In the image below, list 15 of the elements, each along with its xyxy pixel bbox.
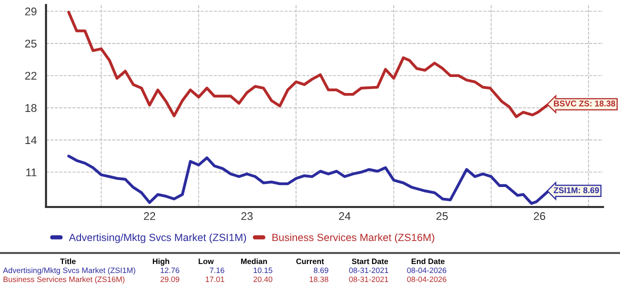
x-tick-label: 26 <box>534 212 546 220</box>
y-tick-label: 29 <box>25 8 36 16</box>
x-tick-label: 25 <box>436 212 448 220</box>
x-tick-label: 23 <box>241 212 253 220</box>
legend-label: Advertising/Mktg Svcs Market (ZSI1M) <box>68 233 246 244</box>
y-tick-label: 11 <box>26 168 36 176</box>
y-tick-label: 22 <box>25 72 36 80</box>
annotation: ZSI1M: 8.69 <box>554 187 599 194</box>
y-tick-label: 14 <box>25 136 37 144</box>
y-tick-label: 25 <box>25 40 37 48</box>
x-tick-label: 24 <box>339 212 351 220</box>
x-tick-label: 22 <box>144 212 156 220</box>
y-tick-label: 18 <box>25 104 36 112</box>
annotation: BSVC ZS: 18.38 <box>554 100 616 106</box>
legend-label: Business Services Market (ZS16M) <box>272 233 434 244</box>
